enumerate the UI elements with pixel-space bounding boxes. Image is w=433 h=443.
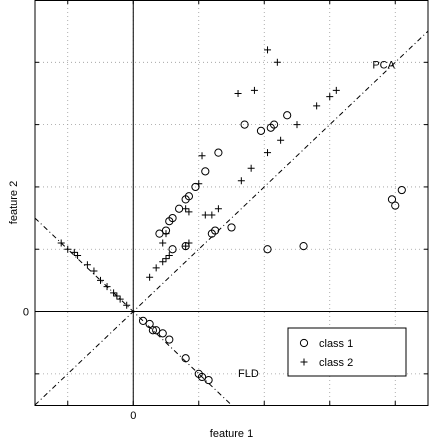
point-class-2 (97, 276, 104, 284)
point-class-1 (138, 316, 148, 325)
point-class-2 (74, 251, 82, 259)
point-class-2 (195, 180, 203, 188)
point-class-2 (64, 245, 72, 253)
point-class-2 (185, 239, 193, 247)
point-class-2 (103, 283, 111, 291)
legend-label-1: class 1 (319, 338, 353, 350)
point-class-2 (159, 258, 167, 266)
legend-box (287, 327, 407, 377)
point-class-1 (283, 111, 292, 120)
point-class-2 (83, 261, 91, 269)
point-class-1 (387, 195, 397, 204)
point-class-1 (269, 120, 279, 129)
plot-frame (34, 0, 429, 406)
point-class-2 (234, 89, 242, 97)
point-class-1 (184, 192, 194, 201)
point-class-2 (70, 248, 78, 256)
legend-label-2: class 2 (319, 357, 353, 369)
point-class-2 (152, 264, 160, 272)
annotation-fld: FLD (238, 368, 259, 380)
point-class-2 (201, 211, 209, 219)
point-class-2 (273, 58, 281, 66)
point-class-1 (227, 223, 236, 232)
point-class-2 (57, 239, 65, 247)
x-tick-label: 0 (130, 410, 136, 422)
point-class-1 (148, 326, 157, 335)
point-class-1 (145, 319, 154, 329)
point-class-1 (152, 326, 161, 335)
point-class-1 (204, 375, 213, 385)
axis-ticks (35, 0, 428, 405)
point-class-2 (146, 273, 154, 281)
point-class-1 (397, 185, 406, 195)
point-class-1 (168, 213, 177, 223)
data-points (57, 46, 406, 385)
point-class-2 (250, 86, 258, 94)
line-pca (34, 30, 429, 406)
point-class-2 (113, 292, 121, 300)
point-class-2 (247, 164, 255, 172)
point-class-1 (201, 167, 210, 176)
point-class-2 (185, 208, 193, 216)
point-class-1 (197, 372, 207, 382)
point-class-2 (198, 152, 206, 160)
annotation-pca: PCA (372, 60, 395, 72)
point-class-2 (208, 211, 216, 219)
point-class-2 (237, 177, 245, 185)
point-class-2 (264, 46, 272, 54)
point-class-1 (256, 126, 266, 135)
annotations: PCA FLD (238, 60, 396, 380)
point-class-1 (299, 242, 308, 251)
point-class-2 (277, 136, 285, 144)
point-class-2 (313, 102, 321, 110)
point-class-2 (116, 295, 124, 303)
point-class-1 (263, 245, 272, 254)
point-class-1 (211, 226, 220, 235)
point-class-1 (158, 329, 167, 338)
point-class-2 (182, 242, 190, 250)
point-class-2 (162, 255, 170, 263)
point-class-1 (165, 335, 174, 344)
point-class-1 (214, 148, 223, 157)
point-class-1 (240, 120, 249, 129)
point-class-1 (168, 245, 177, 254)
line-fld (34, 217, 232, 406)
point-class-1 (181, 354, 190, 363)
point-class-2 (293, 121, 301, 129)
point-class-2 (332, 86, 340, 94)
point-class-2 (264, 149, 272, 157)
point-class-2 (123, 301, 131, 309)
point-class-1 (175, 204, 184, 213)
zero-axes (35, 0, 428, 405)
point-class-2 (182, 205, 190, 213)
legend-marker-class-1 (299, 338, 309, 348)
point-class-2 (90, 267, 98, 275)
point-class-2 (326, 93, 334, 101)
legend-items: class 1 class 2 (299, 338, 353, 369)
point-class-2 (165, 251, 173, 259)
point-class-1 (391, 201, 400, 210)
point-class-2 (162, 230, 170, 238)
tick-labels: 00 (23, 307, 136, 422)
y-tick-label: 0 (23, 307, 29, 319)
legend: class 1 class 2 (287, 327, 407, 377)
y-axis-label: feature 2 (8, 181, 20, 224)
point-class-2 (159, 239, 167, 247)
point-class-2 (110, 289, 118, 297)
projection-lines (34, 30, 429, 406)
legend-marker-class-2 (300, 358, 308, 366)
point-class-2 (214, 205, 222, 213)
x-axis-label: feature 1 (210, 428, 253, 440)
